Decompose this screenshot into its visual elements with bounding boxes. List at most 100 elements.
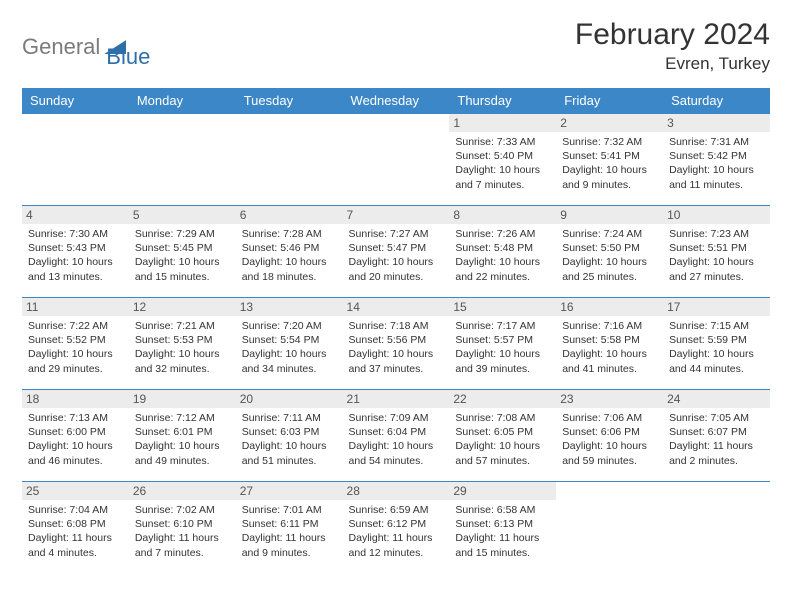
day-cell: 10Sunrise: 7:23 AMSunset: 5:51 PMDayligh… [663, 206, 770, 298]
sunrise-line: Sunrise: 7:16 AM [562, 319, 657, 333]
sunset-line: Sunset: 5:47 PM [349, 241, 444, 255]
day-info: Sunrise: 7:22 AMSunset: 5:52 PMDaylight:… [28, 319, 123, 376]
day-cell [343, 114, 450, 206]
daylight-line: Daylight: 10 hours and 9 minutes. [562, 163, 657, 191]
day-info: Sunrise: 7:12 AMSunset: 6:01 PMDaylight:… [135, 411, 230, 468]
sunrise-line: Sunrise: 7:04 AM [28, 503, 123, 517]
daylight-line: Daylight: 11 hours and 7 minutes. [135, 531, 230, 559]
day-number: 16 [556, 298, 663, 316]
sunset-line: Sunset: 5:45 PM [135, 241, 230, 255]
sunrise-line: Sunrise: 7:01 AM [242, 503, 337, 517]
day-cell: 4Sunrise: 7:30 AMSunset: 5:43 PMDaylight… [22, 206, 129, 298]
sunrise-line: Sunrise: 7:11 AM [242, 411, 337, 425]
day-info: Sunrise: 7:15 AMSunset: 5:59 PMDaylight:… [669, 319, 764, 376]
day-cell: 25 Sunrise: 7:04 AMSunset: 6:08 PMDayligh… [22, 482, 129, 574]
sunset-line: Sunset: 5:54 PM [242, 333, 337, 347]
location: Evren, Turkey [575, 54, 770, 74]
day-number: 28 [343, 482, 450, 500]
day-cell: 16 Sunrise: 7:16 AMSunset: 5:58 PMDayligh… [556, 298, 663, 390]
day-number: 21 [343, 390, 450, 408]
daylight-line: Daylight: 11 hours and 15 minutes. [455, 531, 550, 559]
sunrise-line: Sunrise: 7:06 AM [562, 411, 657, 425]
sunset-line: Sunset: 5:52 PM [28, 333, 123, 347]
week-row: 18Sunrise: 7:13 AMSunset: 6:00 PMDayligh… [22, 390, 770, 482]
day-info: Sunrise: 7:04 AMSunset: 6:08 PMDaylight:… [28, 503, 123, 560]
day-cell: 9 Sunrise: 7:24 AMSunset: 5:50 PMDaylight… [556, 206, 663, 298]
daylight-line: Daylight: 10 hours and 15 minutes. [135, 255, 230, 283]
sunset-line: Sunset: 6:08 PM [28, 517, 123, 531]
sunset-line: Sunset: 6:13 PM [455, 517, 550, 531]
day-number: 22 [449, 390, 556, 408]
dow-saturday: Saturday [663, 88, 770, 113]
day-cell: 23Sunrise: 7:06 AMSunset: 6:06 PMDayligh… [556, 390, 663, 482]
daylight-line: Daylight: 10 hours and 27 minutes. [669, 255, 764, 283]
day-cell: 1 Sunrise: 7:33 AMSunset: 5:40 PMDaylight… [449, 114, 556, 206]
day-info: Sunrise: 7:21 AMSunset: 5:53 PMDaylight:… [135, 319, 230, 376]
dow-friday: Friday [556, 88, 663, 113]
sunset-line: Sunset: 6:06 PM [562, 425, 657, 439]
day-info: Sunrise: 7:33 AMSunset: 5:40 PMDaylight:… [455, 135, 550, 192]
daylight-line: Daylight: 10 hours and 46 minutes. [28, 439, 123, 467]
day-cell: 18 Sunrise: 7:13 AMSunset: 6:00 PMDayligh… [22, 390, 129, 482]
header: General Blue February 2024 Evren, Turkey [22, 18, 770, 74]
sunrise-line: Sunrise: 7:27 AM [349, 227, 444, 241]
day-info: Sunrise: 7:28 AMSunset: 5:46 PMDaylight:… [242, 227, 337, 284]
day-number: 25 [22, 482, 129, 500]
sunrise-line: Sunrise: 7:02 AM [135, 503, 230, 517]
day-cell: 2Sunrise: 7:32 AMSunset: 5:41 PMDaylight… [556, 114, 663, 206]
sunset-line: Sunset: 5:57 PM [455, 333, 550, 347]
sunrise-line: Sunrise: 7:31 AM [669, 135, 764, 149]
day-number: 26 [129, 482, 236, 500]
sunrise-line: Sunrise: 7:13 AM [28, 411, 123, 425]
day-info: Sunrise: 7:18 AMSunset: 5:56 PMDaylight:… [349, 319, 444, 376]
day-number: 14 [343, 298, 450, 316]
day-info: Sunrise: 7:31 AMSunset: 5:42 PMDaylight:… [669, 135, 764, 192]
day-info: Sunrise: 7:06 AMSunset: 6:06 PMDaylight:… [562, 411, 657, 468]
day-info: Sunrise: 6:58 AMSunset: 6:13 PMDaylight:… [455, 503, 550, 560]
day-cell: 20Sunrise: 7:11 AMSunset: 6:03 PMDayligh… [236, 390, 343, 482]
day-number: 10 [663, 206, 770, 224]
sunset-line: Sunset: 5:46 PM [242, 241, 337, 255]
day-cell: 22Sunrise: 7:08 AMSunset: 6:05 PMDayligh… [449, 390, 556, 482]
dow-sunday: Sunday [22, 88, 129, 113]
sunrise-line: Sunrise: 7:09 AM [349, 411, 444, 425]
day-info: Sunrise: 7:05 AMSunset: 6:07 PMDaylight:… [669, 411, 764, 468]
day-cell [22, 114, 129, 206]
sunset-line: Sunset: 6:00 PM [28, 425, 123, 439]
sunset-line: Sunset: 6:12 PM [349, 517, 444, 531]
dow-thursday: Thursday [449, 88, 556, 113]
logo: General Blue [22, 24, 150, 70]
day-cell [129, 114, 236, 206]
day-number: 13 [236, 298, 343, 316]
sunrise-line: Sunrise: 7:21 AM [135, 319, 230, 333]
day-cell: 24Sunrise: 7:05 AMSunset: 6:07 PMDayligh… [663, 390, 770, 482]
sunset-line: Sunset: 5:50 PM [562, 241, 657, 255]
day-number: 6 [236, 206, 343, 224]
day-cell: 12Sunrise: 7:21 AMSunset: 5:53 PMDayligh… [129, 298, 236, 390]
daylight-line: Daylight: 10 hours and 20 minutes. [349, 255, 444, 283]
sunset-line: Sunset: 6:11 PM [242, 517, 337, 531]
day-number: 18 [22, 390, 129, 408]
day-info: Sunrise: 7:26 AMSunset: 5:48 PMDaylight:… [455, 227, 550, 284]
day-cell: 11Sunrise: 7:22 AMSunset: 5:52 PMDayligh… [22, 298, 129, 390]
day-number: 5 [129, 206, 236, 224]
daylight-line: Daylight: 11 hours and 2 minutes. [669, 439, 764, 467]
day-cell: 28Sunrise: 6:59 AMSunset: 6:12 PMDayligh… [343, 482, 450, 574]
logo-text-2: Blue [106, 44, 150, 70]
daylight-line: Daylight: 10 hours and 18 minutes. [242, 255, 337, 283]
day-number: 4 [22, 206, 129, 224]
daylight-line: Daylight: 10 hours and 7 minutes. [455, 163, 550, 191]
sunrise-line: Sunrise: 7:22 AM [28, 319, 123, 333]
sunset-line: Sunset: 6:07 PM [669, 425, 764, 439]
day-info: Sunrise: 7:02 AMSunset: 6:10 PMDaylight:… [135, 503, 230, 560]
daylight-line: Daylight: 11 hours and 4 minutes. [28, 531, 123, 559]
day-number: 29 [449, 482, 556, 500]
day-info: Sunrise: 7:24 AMSunset: 5:50 PMDaylight:… [562, 227, 657, 284]
day-info: Sunrise: 7:16 AMSunset: 5:58 PMDaylight:… [562, 319, 657, 376]
sunrise-line: Sunrise: 6:58 AM [455, 503, 550, 517]
sunrise-line: Sunrise: 7:12 AM [135, 411, 230, 425]
day-number: 1 [449, 114, 556, 132]
dow-tuesday: Tuesday [236, 88, 343, 113]
day-info: Sunrise: 7:17 AMSunset: 5:57 PMDaylight:… [455, 319, 550, 376]
day-number: 9 [556, 206, 663, 224]
